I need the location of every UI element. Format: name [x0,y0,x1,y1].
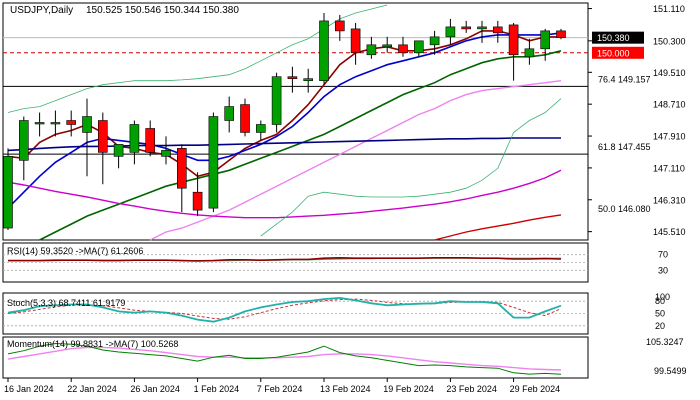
price-tick-label: 149.510 [653,68,686,78]
stoch-axis-label: 20 [655,321,665,331]
ma-line-3 [149,80,562,241]
stoch-axis-label: 80 [655,296,665,306]
price-tick-label: 151.110 [653,4,685,14]
stoch-d-line [7,298,562,320]
date-tick-label: 19 Feb 2024 [383,384,434,394]
candle-body [224,106,234,121]
candle-body [461,26,472,30]
candle-body [98,120,108,153]
candle-body [477,26,487,30]
last-price-box [592,31,644,44]
price-axis: 151.110 150.300 149.510 148.710 147.910 147.1… [588,4,686,237]
date-tick-label: 7 Feb 2024 [257,384,303,394]
price-tick-label: 150.300 [653,36,686,46]
date-tick-label: 16 Jan 2024 [4,384,54,394]
ma-line-8 [260,98,562,237]
ma-line-6 [434,214,562,241]
candle-body [413,40,424,54]
candle-body [319,20,329,81]
rsi-label: RSI(14) 59.3520 ->MA(7) 61.2606 [7,246,143,256]
candle-body [429,36,440,46]
stoch-label: Stoch(5,3,3) 68.7411 61.9179 [7,298,125,308]
candle-body [66,120,76,125]
candle-body [3,156,13,229]
rsi-axis-label-70: 70 [658,250,668,260]
date-tick-label: 1 Feb 2024 [194,384,240,394]
ma-line-5 [7,169,562,219]
price-tick-label: 147.910 [653,132,686,142]
fib-level-label-0: 76.4 149.157 [598,74,651,84]
stoch-axis-label: 100 [655,292,670,302]
candlesticks [3,12,566,231]
candle-body [255,124,266,133]
candle-body [34,122,45,125]
candle-body [50,122,61,125]
momentum-ma-line [7,346,562,371]
candle-body [382,44,393,48]
candle-body [82,116,92,133]
ohlc-values: 150.525 150.546 150.344 150.380 [86,5,239,16]
candle-body [145,128,155,153]
price-tick-label: 145.510 [653,227,686,237]
candle-body [398,44,408,54]
candle-body [492,26,503,34]
candle-body [350,28,361,54]
stoch-axis-label: 50 [655,309,665,319]
momentum-panel: 105.3247 99.5499 [7,337,687,376]
candle-body [303,78,314,81]
fib-level-label-2: 50.0 146.080 [598,204,651,214]
date-tick-label: 23 Feb 2024 [446,384,497,394]
date-tick-label: 13 Feb 2024 [320,384,371,394]
price-panel: 76.4 149.157 61.8 147.455 50.0 146.080 [3,4,651,241]
candle-body [271,76,282,125]
momentum-line [7,342,562,375]
momentum-axis-label-top: 105.3247 [646,337,684,347]
last-price-label: 150.380 [597,33,630,43]
candle-body [287,76,298,79]
momentum-label: Momentum(14) 99.8831 ->MA(7) 100.5268 [7,339,178,349]
candle-body [129,124,140,153]
symbol-title: USDJPY,Daily [10,5,73,16]
rsi-panel: 70 30 [3,250,668,275]
rsi-axis-label-30: 30 [658,265,668,275]
candle-body [177,148,187,189]
candle-body [366,44,377,56]
candle-body [161,150,171,157]
price-tick-label: 147.110 [653,163,685,173]
candle-body [540,30,551,50]
date-axis: 16 Jan 2024 22 Jan 2024 26 Jan 2024 1 Feb 2… [4,378,560,394]
date-tick-label: 22 Jan 2024 [67,384,117,394]
candle-body [556,30,566,38]
date-tick-label: 26 Jan 2024 [130,384,180,394]
candle-body [192,191,203,211]
candle-body [113,144,124,157]
candle-body [208,116,219,209]
rsi-line [8,256,562,262]
date-tick-label: 29 Feb 2024 [510,384,561,394]
candle-body [524,48,535,58]
fib-level-label-1: 61.8 147.455 [598,142,651,152]
price-tick-label: 148.710 [653,100,686,110]
level-price-label: 150.000 [597,48,630,58]
fib-levels: 76.4 149.157 61.8 147.455 50.0 146.080 [3,37,651,214]
momentum-axis-label-bottom: 99.5499 [654,366,687,376]
candle-body [240,104,250,133]
candle-body [445,26,456,38]
price-tick-label: 146.310 [653,195,686,205]
level-price-box [592,46,644,59]
stoch-k-line [7,296,562,323]
candle-body [508,24,519,56]
candle-body [18,120,29,161]
candle-body [334,20,345,32]
